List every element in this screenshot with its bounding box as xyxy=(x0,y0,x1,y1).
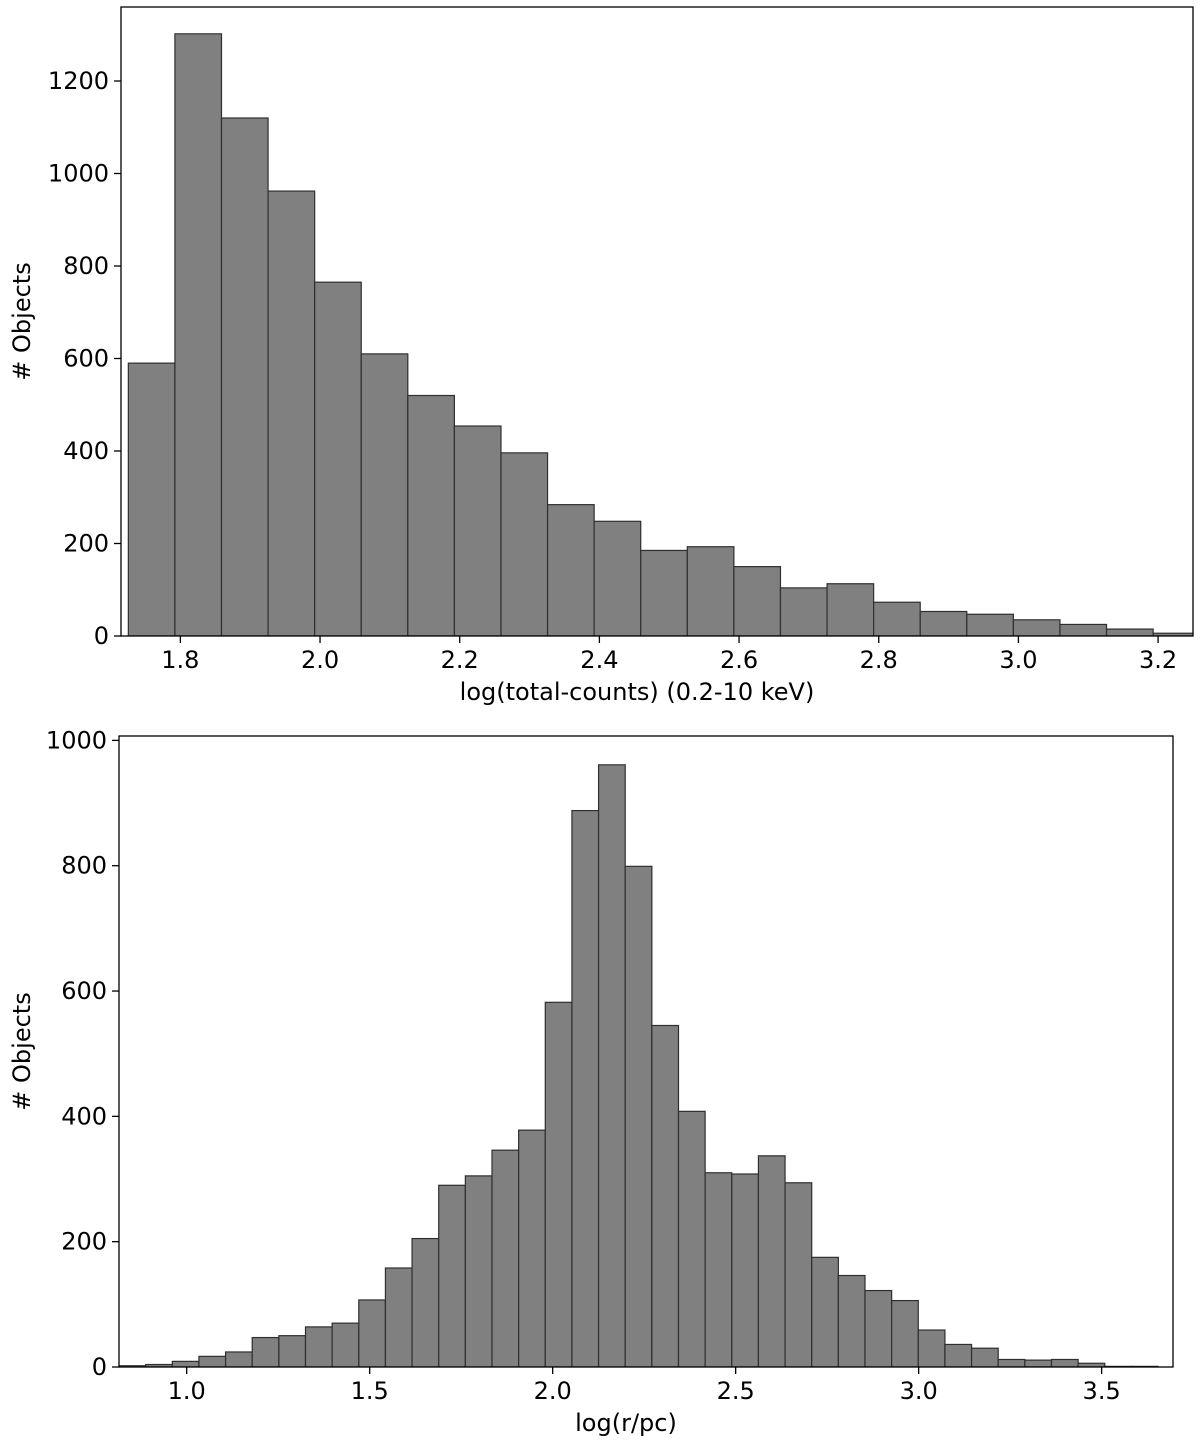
x-tick-label: 3.0 xyxy=(999,646,1037,674)
histogram-bar xyxy=(779,587,828,636)
y-tick-label: 800 xyxy=(63,252,109,280)
histogram-bar xyxy=(411,1237,440,1367)
top-histogram: 1.8 2.0 2.2 2.4 2.6 2.8 3.0 3.2 0 200 400 600 800 100… xyxy=(8,6,1194,706)
histogram-bar xyxy=(1050,1358,1079,1367)
x-tick-label: 2.4 xyxy=(580,646,618,674)
x-tick-label: 2.5 xyxy=(717,1377,755,1405)
histogram-bar xyxy=(251,1336,280,1367)
x-tick-label: 3.2 xyxy=(1139,646,1177,674)
plot-frame xyxy=(118,735,1174,1368)
histogram-bar xyxy=(464,1175,493,1367)
histogram-bar xyxy=(864,1289,893,1367)
histogram-bar xyxy=(500,452,549,636)
y-axis-label: # Objects xyxy=(8,992,36,1110)
histogram-bar xyxy=(174,33,223,636)
x-tick-label: 3.0 xyxy=(900,1377,938,1405)
y-tick-label: 400 xyxy=(61,1102,107,1130)
histogram-bar xyxy=(127,362,176,636)
histogram-bar xyxy=(267,190,316,636)
histogram-bar xyxy=(873,601,921,636)
x-tick-label: 2.8 xyxy=(860,646,898,674)
histogram-bar xyxy=(453,425,502,636)
y-tick-label: 1000 xyxy=(48,160,109,188)
histogram-bar xyxy=(220,117,269,636)
y-tick-label: 1000 xyxy=(46,726,107,754)
x-tick-label: 2.2 xyxy=(441,646,479,674)
y-tick-label: 1200 xyxy=(48,67,109,95)
histogram-bar xyxy=(826,583,875,636)
histogram-bar xyxy=(407,394,456,636)
histogram-bar xyxy=(384,1267,413,1367)
histogram-bar xyxy=(686,546,735,636)
histogram-bar xyxy=(837,1274,866,1367)
histogram-bar xyxy=(966,613,1014,636)
histogram-bar xyxy=(518,1129,546,1367)
histogram-bar xyxy=(1024,1359,1053,1367)
x-tick-label: 2.0 xyxy=(534,1377,572,1405)
histogram-bar xyxy=(593,520,642,636)
y-tick-label: 0 xyxy=(92,1353,107,1381)
x-tick-label: 2.0 xyxy=(301,646,339,674)
bottom-histogram: 1.0 1.5 2.0 2.5 3.0 3.5 0 200 400 600 800 1000 log(r… xyxy=(8,726,1174,1437)
y-tick-label: 200 xyxy=(63,530,109,558)
histogram-bar xyxy=(360,353,409,636)
histogram-bar xyxy=(970,1347,999,1367)
histogram-bar xyxy=(640,549,688,636)
histogram-bar xyxy=(491,1149,520,1367)
histogram-bar xyxy=(731,1173,760,1367)
x-tick-label: 1.0 xyxy=(168,1377,206,1405)
histogram-bar xyxy=(1059,623,1108,636)
plot-frame xyxy=(120,6,1194,637)
y-tick-label: 400 xyxy=(63,437,109,465)
x-tick-label: 3.5 xyxy=(1083,1377,1121,1405)
histogram-bar xyxy=(624,865,653,1367)
x-tick-label: 1.8 xyxy=(161,646,199,674)
histogram-bar xyxy=(314,281,362,636)
x-tick-label: 2.6 xyxy=(720,646,758,674)
histogram-bar xyxy=(811,1256,839,1367)
histogram-bar xyxy=(733,566,782,636)
histogram-bar xyxy=(917,1329,946,1367)
histogram-bar xyxy=(331,1322,360,1367)
y-tick-label: 800 xyxy=(61,852,107,880)
bars xyxy=(127,33,1193,636)
histogram-bar xyxy=(304,1326,333,1367)
histogram-bar xyxy=(677,1110,706,1367)
histogram-bar xyxy=(891,1299,919,1367)
y-axis-label: # Objects xyxy=(8,262,36,380)
y-tick-label: 600 xyxy=(61,977,107,1005)
y-tick-label: 200 xyxy=(61,1228,107,1256)
y-tick-label: 0 xyxy=(94,622,109,650)
histogram-bar xyxy=(997,1358,1026,1367)
x-axis-label: log(r/pc) xyxy=(575,1409,677,1437)
histogram-bar xyxy=(438,1184,466,1367)
histogram-bar xyxy=(704,1172,733,1367)
histogram-bar xyxy=(171,1360,200,1367)
histogram-bar xyxy=(224,1351,253,1367)
y-tick-label: 600 xyxy=(63,345,109,373)
histogram-bar xyxy=(198,1355,227,1367)
histogram-bar xyxy=(944,1343,973,1367)
bars xyxy=(119,764,1159,1367)
histogram-bar xyxy=(651,1024,680,1367)
histogram-bar xyxy=(1012,619,1061,636)
histogram-bar xyxy=(544,1001,573,1367)
histogram-bar xyxy=(358,1299,387,1367)
histogram-bar xyxy=(571,809,600,1367)
x-axis-label: log(total-counts) (0.2-10 keV) xyxy=(460,678,815,706)
histogram-bar xyxy=(784,1182,813,1367)
histogram-bar xyxy=(1077,1362,1106,1367)
histogram-bar xyxy=(1105,628,1154,636)
histogram-bar xyxy=(919,610,968,636)
histogram-bar xyxy=(757,1155,786,1367)
x-tick-label: 1.5 xyxy=(351,1377,389,1405)
histogram-bar xyxy=(278,1335,307,1367)
histogram-bar xyxy=(546,504,595,636)
histogram-bar xyxy=(597,764,626,1367)
